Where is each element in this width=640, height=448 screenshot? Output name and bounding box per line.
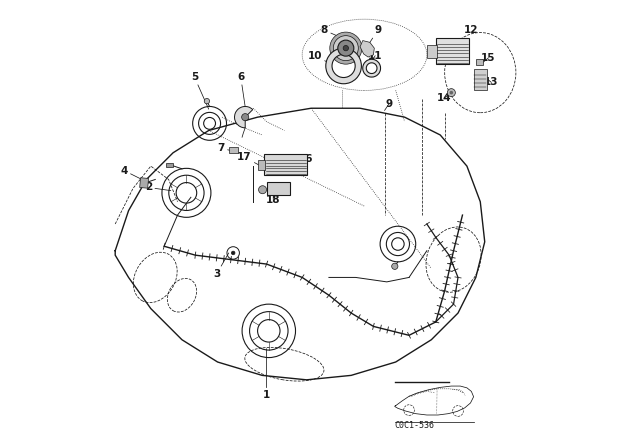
Circle shape [332, 35, 359, 61]
Circle shape [259, 186, 267, 194]
Text: 9: 9 [385, 99, 392, 111]
Text: 5: 5 [191, 72, 209, 109]
Text: 10: 10 [307, 51, 329, 63]
Wedge shape [363, 59, 381, 77]
Circle shape [242, 114, 249, 121]
Text: 1: 1 [263, 349, 270, 401]
Text: 8: 8 [321, 26, 338, 36]
Circle shape [392, 263, 398, 269]
Text: 9: 9 [369, 26, 381, 44]
Text: 12: 12 [458, 26, 479, 42]
Text: 14: 14 [436, 93, 451, 103]
FancyBboxPatch shape [258, 160, 265, 170]
Bar [140, 178, 148, 188]
Wedge shape [326, 48, 362, 84]
FancyBboxPatch shape [474, 69, 487, 90]
Text: 11: 11 [368, 51, 383, 62]
Text: 13: 13 [484, 78, 499, 87]
Text: C0C1-536: C0C1-536 [395, 421, 435, 430]
FancyBboxPatch shape [476, 59, 483, 65]
Text: 6: 6 [237, 72, 245, 107]
Text: 3: 3 [213, 253, 228, 279]
FancyBboxPatch shape [427, 45, 436, 58]
Wedge shape [234, 107, 253, 128]
Polygon shape [360, 41, 374, 57]
Text: 18: 18 [266, 194, 280, 205]
Text: 7: 7 [218, 143, 231, 153]
Bar [166, 164, 173, 167]
Text: 4: 4 [120, 166, 142, 180]
Circle shape [449, 91, 453, 95]
Circle shape [343, 45, 349, 51]
FancyBboxPatch shape [436, 38, 469, 64]
Circle shape [204, 99, 209, 104]
Text: 16: 16 [297, 155, 313, 164]
FancyBboxPatch shape [264, 154, 307, 175]
FancyBboxPatch shape [267, 182, 290, 195]
Circle shape [232, 251, 235, 255]
Text: 15: 15 [481, 53, 495, 63]
Circle shape [447, 89, 455, 97]
FancyBboxPatch shape [228, 147, 237, 153]
Text: 17: 17 [237, 152, 259, 165]
Wedge shape [330, 32, 362, 64]
Text: 2: 2 [145, 182, 171, 193]
Circle shape [338, 40, 354, 56]
